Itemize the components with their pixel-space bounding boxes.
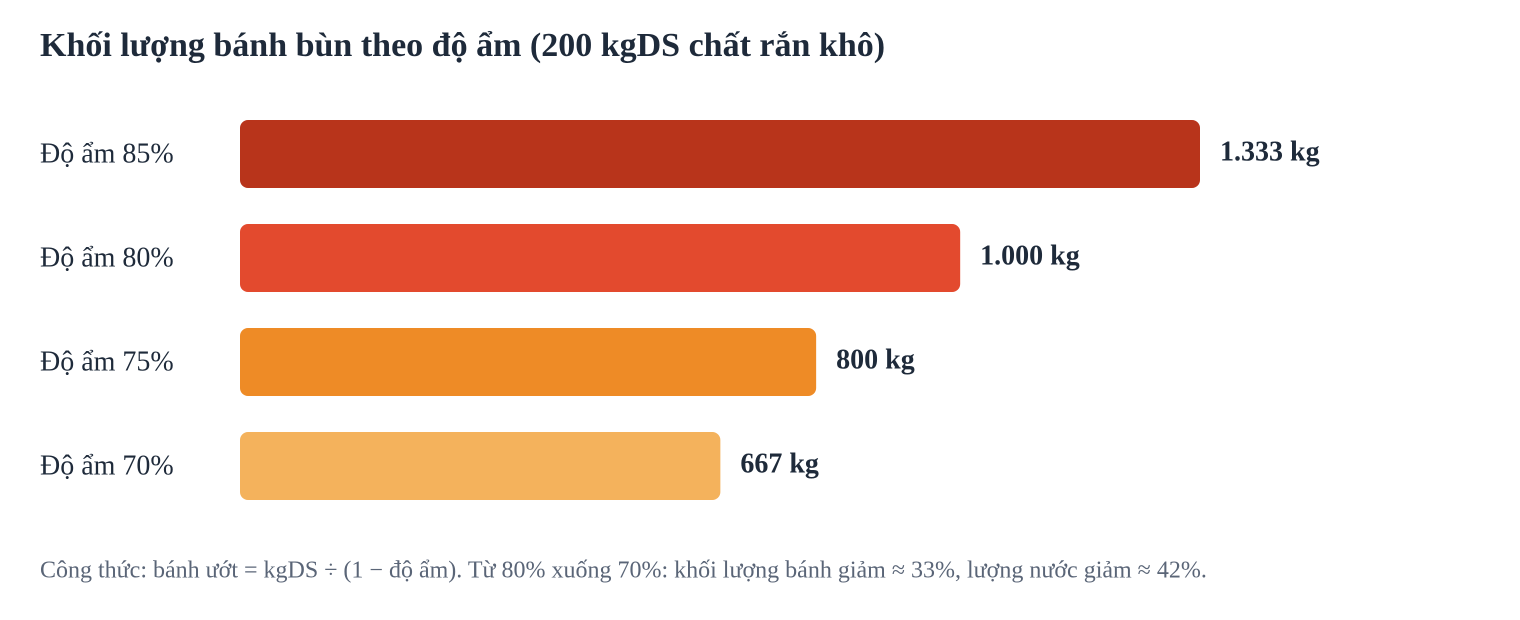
category-label: Độ ẩm 75% [40, 346, 174, 377]
bar [240, 432, 721, 500]
bar [240, 328, 817, 396]
category-label: Độ ẩm 70% [40, 450, 174, 481]
value-label: 1.000 kg [980, 240, 1080, 271]
category-label: Độ ẩm 85% [40, 138, 174, 169]
bar [240, 120, 1200, 188]
bar [240, 224, 961, 292]
value-label: 1.333 kg [1220, 136, 1320, 167]
chart-title: Khối lượng bánh bùn theo độ ẩm (200 kgDS… [40, 27, 885, 64]
footnote: Công thức: bánh ướt = kgDS ÷ (1 − độ ẩm)… [40, 558, 1207, 584]
category-label: Độ ẩm 80% [40, 242, 174, 273]
value-label: 800 kg [836, 344, 915, 375]
value-label: 667 kg [740, 448, 819, 479]
